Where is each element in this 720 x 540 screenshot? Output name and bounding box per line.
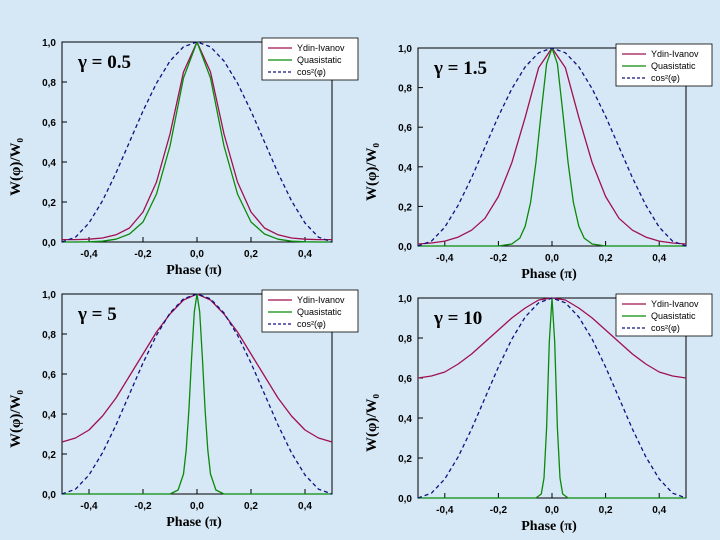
- y-tick-label: 0,4: [398, 163, 412, 174]
- x-tick-label: -0,2: [490, 505, 508, 516]
- x-axis-label: Phase (π): [521, 267, 577, 282]
- x-tick-label: -0,2: [134, 501, 152, 512]
- legend-label-quasistatic: Quasistatic: [651, 61, 696, 71]
- y-tick-label: 0,4: [398, 414, 412, 425]
- legend-label-cos2: cos²(φ): [651, 323, 680, 333]
- y-tick-label: 0,4: [42, 410, 56, 421]
- x-tick-label: 0,4: [652, 253, 666, 264]
- legend: Ydin-Ivanov Quasistatic cos²(φ): [615, 293, 713, 337]
- y-tick-label: 0,8: [398, 84, 412, 95]
- y-tick-label: 0,6: [398, 123, 412, 134]
- y-tick-label: 0,0: [42, 490, 56, 501]
- chart-panel-4: 0,0 0,2 0,4 0,6 0,8 1,0 -0,4 -0,2 0,0 0,2 0,4 Phase…: [364, 293, 713, 534]
- gamma-annotation: γ = 5: [77, 304, 117, 325]
- legend-label-cos2: cos²(φ): [651, 73, 680, 83]
- x-tick-label: 0,4: [298, 501, 312, 512]
- legend-box: [615, 43, 713, 87]
- y-tick-label: 1,0: [42, 38, 56, 49]
- x-tick-label: 0,0: [190, 501, 204, 512]
- y-tick-label: 0,2: [398, 454, 412, 465]
- legend: Ydin-Ivanov Quasistatic cos²(φ): [261, 37, 359, 81]
- x-tick-label: 0,0: [190, 249, 204, 260]
- legend: Ydin-Ivanov Quasistatic cos²(φ): [615, 43, 713, 87]
- y-axis-label: W(φ)/W₀: [8, 137, 24, 196]
- y-tick-label: 0,6: [42, 118, 56, 129]
- legend-label-ydin-ivanov: Ydin-Ivanov: [297, 43, 345, 53]
- y-tick-label: 1,0: [42, 290, 56, 301]
- y-tick-label: 0,4: [42, 158, 56, 169]
- y-axis-label: W(φ)/W₀: [364, 142, 380, 201]
- y-tick-label: 1,0: [398, 44, 412, 55]
- y-tick-label: 0,8: [42, 78, 56, 89]
- y-tick-label: 0,8: [42, 330, 56, 341]
- series-line-cos2: [417, 47, 687, 247]
- gamma-annotation: γ = 0.5: [77, 52, 131, 73]
- y-tick-label: 1,0: [398, 294, 412, 305]
- legend-box: [261, 289, 359, 333]
- legend-label-quasistatic: Quasistatic: [651, 311, 696, 321]
- series-line-cos2: [417, 297, 687, 499]
- x-tick-label: -0,4: [80, 501, 98, 512]
- legend-box: [261, 37, 359, 81]
- x-tick-label: -0,2: [490, 253, 508, 264]
- x-axis-label: Phase (π): [166, 515, 222, 530]
- x-axis-label: Phase (π): [521, 519, 577, 534]
- y-axis-label: W(φ)/W₀: [8, 389, 24, 448]
- legend-box: [615, 293, 713, 337]
- chart-panel-3: 0,0 0,2 0,4 0,6 0,8 1,0 -0,4 -0,2 0,0 0,2 0,4 Phase…: [8, 289, 359, 530]
- y-tick-label: 0,6: [42, 370, 56, 381]
- x-tick-label: -0,4: [436, 253, 454, 264]
- y-tick-label: 0,2: [398, 202, 412, 213]
- chart-panel-1: 0,0 0,2 0,4 0,6 0,8 1,0 -0,4 -0,2 0,0 0,2 0,4 Phase…: [8, 37, 359, 278]
- x-tick-label: 0,4: [652, 505, 666, 516]
- series-line-cos2: [61, 41, 333, 243]
- y-tick-label: 0,0: [42, 238, 56, 249]
- legend-label-quasistatic: Quasistatic: [297, 55, 342, 65]
- y-tick-label: 0,8: [398, 334, 412, 345]
- x-tick-label: 0,4: [298, 249, 312, 260]
- gamma-annotation: γ = 1.5: [433, 58, 487, 79]
- series-line-cos2: [61, 293, 333, 495]
- series-line-quasistatic: [62, 293, 332, 495]
- series-line-quasistatic: [62, 41, 332, 243]
- legend-label-ydin-ivanov: Ydin-Ivanov: [651, 49, 699, 59]
- x-tick-label: 0,2: [244, 501, 258, 512]
- legend-label-ydin-ivanov: Ydin-Ivanov: [651, 299, 699, 309]
- x-tick-label: 0,2: [244, 249, 258, 260]
- y-axis-label: W(φ)/W₀: [364, 393, 380, 452]
- x-tick-label: 0,2: [599, 253, 613, 264]
- x-tick-label: -0,2: [134, 249, 152, 260]
- x-tick-label: -0,4: [80, 249, 98, 260]
- y-tick-label: 0,0: [398, 242, 412, 253]
- chart-panel-2: 0,0 0,2 0,4 0,6 0,8 1,0 -0,4 -0,2 0,0 0,2 0,4 Phase…: [364, 43, 713, 282]
- legend-label-ydin-ivanov: Ydin-Ivanov: [297, 295, 345, 305]
- gamma-annotation: γ = 10: [433, 308, 482, 329]
- x-tick-label: 0,2: [599, 505, 613, 516]
- y-tick-label: 0,2: [42, 198, 56, 209]
- legend-label-quasistatic: Quasistatic: [297, 307, 342, 317]
- y-tick-label: 0,0: [398, 494, 412, 505]
- legend-label-cos2: cos²(φ): [297, 319, 326, 329]
- x-tick-label: 0,0: [545, 253, 559, 264]
- y-tick-label: 0,2: [42, 450, 56, 461]
- legend: Ydin-Ivanov Quasistatic cos²(φ): [261, 289, 359, 333]
- y-tick-label: 0,6: [398, 374, 412, 385]
- x-tick-label: -0,4: [436, 505, 454, 516]
- legend-label-cos2: cos²(φ): [297, 67, 326, 77]
- x-tick-label: 0,0: [545, 505, 559, 516]
- x-axis-label: Phase (π): [166, 263, 222, 278]
